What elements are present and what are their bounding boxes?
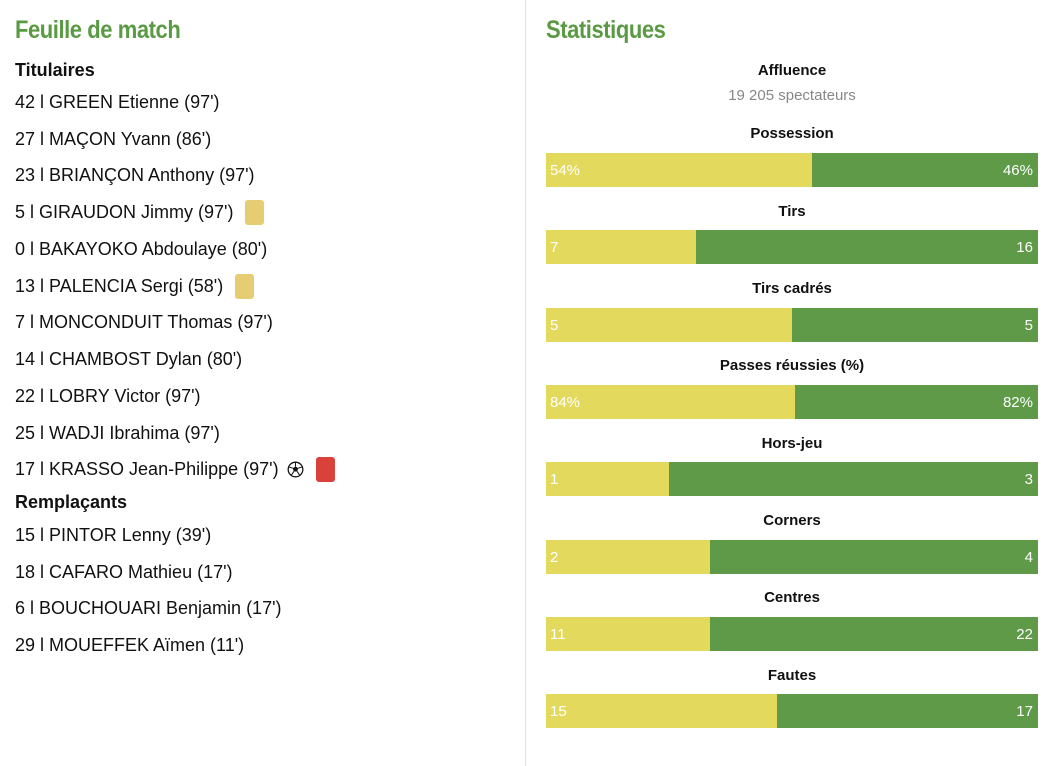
home-bar: 15	[546, 694, 777, 728]
player-row: 42 l GREEN Etienne (97')	[15, 90, 220, 114]
stat-bar: 54% 46%	[546, 153, 1038, 187]
stat-bar: 2 4	[546, 540, 1038, 574]
stat-label: Hors-jeu	[761, 435, 823, 452]
stats-panel: Statistiques Affluence 19 205 spectateur…	[546, 0, 1038, 766]
stat-label: Fautes	[767, 667, 817, 684]
yellow-card-icon	[245, 199, 265, 225]
player-name: 42 l GREEN Etienne (97')	[15, 91, 220, 112]
away-bar: 82%	[795, 385, 1038, 419]
player-name: 13 l PALENCIA Sergi (58')	[15, 275, 224, 296]
away-bar: 3	[669, 462, 1038, 496]
player-name: 14 l CHAMBOST Dylan (80')	[15, 348, 243, 369]
match-sheet-title: Feuille de match	[15, 16, 181, 44]
yellow-card-icon	[235, 273, 255, 299]
player-row: 17 l KRASSO Jean-Philippe (97')	[15, 456, 335, 482]
subs-heading: Remplaçants	[15, 492, 128, 512]
player-name: 6 l BOUCHOUARI Benjamin (17')	[15, 597, 282, 618]
away-value: 4	[1024, 548, 1033, 566]
away-value: 16	[1016, 238, 1033, 256]
player-row: 0 l BAKAYOKO Abdoulaye (80')	[15, 237, 267, 261]
player-row: 14 l CHAMBOST Dylan (80')	[15, 347, 242, 371]
home-value: 1	[550, 470, 559, 488]
away-bar: 5	[792, 308, 1038, 342]
home-bar: 7	[546, 230, 696, 264]
home-bar: 54%	[546, 153, 812, 187]
player-row: 13 l PALENCIA Sergi (58')	[15, 273, 255, 299]
home-value: 7	[550, 238, 559, 256]
away-bar: 22	[709, 617, 1038, 651]
home-value: 84%	[550, 393, 581, 411]
away-bar: 4	[709, 540, 1038, 574]
player-row: 23 l BRIANÇON Anthony (97')	[15, 163, 255, 187]
stat-bar: 84% 82%	[546, 385, 1038, 419]
player-row: 7 l MONCONDUIT Thomas (97')	[15, 310, 273, 334]
home-value: 54%	[550, 161, 581, 179]
away-bar: 46%	[811, 153, 1038, 187]
home-value: 15	[550, 702, 567, 720]
home-bar: 2	[546, 540, 710, 574]
player-name: 18 l CAFARO Mathieu (17')	[15, 561, 233, 582]
away-value: 46%	[1002, 161, 1033, 179]
attendance-label: Affluence	[757, 62, 827, 79]
home-bar: 1	[546, 462, 669, 496]
home-bar: 5	[546, 308, 792, 342]
player-name: 7 l MONCONDUIT Thomas (97')	[15, 311, 273, 332]
player-row: 6 l BOUCHOUARI Benjamin (17')	[15, 596, 282, 620]
stat-label: Passes réussies (%)	[719, 357, 865, 374]
attendance-value: 19 205 spectateurs	[728, 87, 856, 104]
away-value: 5	[1024, 316, 1033, 334]
stat-label: Tirs	[778, 203, 806, 220]
player-name: 5 l GIRAUDON Jimmy (97')	[15, 201, 234, 222]
home-value: 2	[550, 548, 559, 566]
stat-bar: 7 16	[546, 230, 1038, 264]
home-value: 5	[550, 316, 559, 334]
player-name: 22 l LOBRY Victor (97')	[15, 385, 201, 406]
red-card-icon	[315, 456, 335, 482]
away-value: 22	[1016, 625, 1033, 643]
stat-label: Possession	[750, 125, 834, 142]
away-value: 3	[1024, 470, 1033, 488]
home-bar: 11	[546, 617, 710, 651]
player-name: 27 l MAÇON Yvann (86')	[15, 128, 212, 149]
away-value: 17	[1016, 702, 1033, 720]
stat-bar: 1 3	[546, 462, 1038, 496]
away-bar: 16	[695, 230, 1038, 264]
away-value: 82%	[1002, 393, 1033, 411]
stat-label: Corners	[763, 512, 821, 529]
player-row: 29 l MOUEFFEK Aïmen (11')	[15, 633, 244, 657]
player-name: 0 l BAKAYOKO Abdoulaye (80')	[15, 238, 268, 259]
stats-title: Statistiques	[546, 16, 666, 44]
away-bar: 17	[776, 694, 1038, 728]
home-value: 11	[550, 625, 566, 643]
stat-bar: 5 5	[546, 308, 1038, 342]
stat-bar: 15 17	[546, 694, 1038, 728]
player-name: 15 l PINTOR Lenny (39')	[15, 524, 212, 545]
stat-bar: 11 22	[546, 617, 1038, 651]
stat-label: Centres	[764, 589, 820, 606]
match-sheet-panel: Feuille de match Titulaires 42 l GREEN E…	[15, 0, 515, 766]
player-row: 25 l WADJI Ibrahima (97')	[15, 421, 220, 445]
home-bar: 84%	[546, 385, 795, 419]
player-row: 15 l PINTOR Lenny (39')	[15, 523, 211, 547]
column-divider	[525, 0, 526, 766]
player-row: 22 l LOBRY Victor (97')	[15, 384, 201, 408]
player-row: 5 l GIRAUDON Jimmy (97')	[15, 199, 265, 225]
player-name: 25 l WADJI Ibrahima (97')	[15, 422, 220, 443]
starters-heading: Titulaires	[15, 60, 95, 80]
soccer-ball-icon	[287, 461, 304, 478]
player-name: 29 l MOUEFFEK Aïmen (11')	[15, 634, 245, 655]
player-row: 18 l CAFARO Mathieu (17')	[15, 560, 233, 584]
player-row: 27 l MAÇON Yvann (86')	[15, 127, 211, 151]
player-name: 23 l BRIANÇON Anthony (97')	[15, 164, 255, 185]
stat-label: Tirs cadrés	[752, 280, 832, 297]
player-name: 17 l KRASSO Jean-Philippe (97')	[15, 458, 279, 479]
